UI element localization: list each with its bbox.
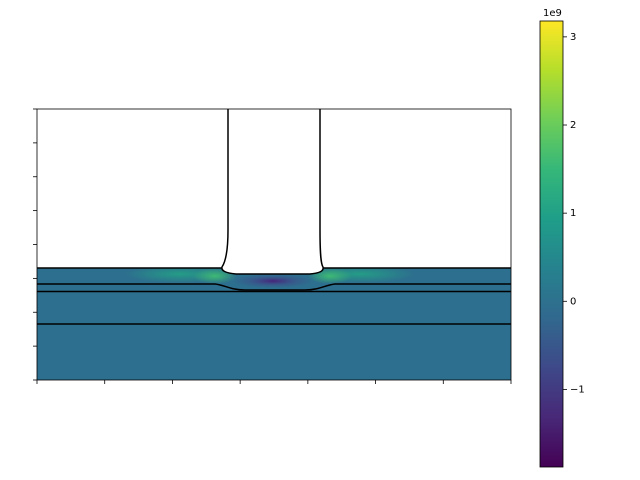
colorbar-tick-label: 2 [570,120,576,131]
colorbar-tick-label: 0 [570,296,576,307]
field-coldspot [233,274,313,288]
axis-ticks [33,108,512,384]
colorbar-offset-label: 1e9 [543,8,562,19]
colorbar-tick-label: 3 [570,32,576,43]
colorbar-gradient [540,21,563,467]
colorbar-tick-label: −1 [570,384,585,395]
main-axes [33,108,512,384]
pillar-outline [221,109,324,275]
layer-boundary [37,283,511,291]
field [37,268,511,380]
pillar-fill [221,109,324,274]
colorbar-frame [539,20,564,468]
colorbar-tick-label: 1 [570,208,576,219]
colorbar: 1e9 −1 0 1 2 3 [539,8,585,468]
